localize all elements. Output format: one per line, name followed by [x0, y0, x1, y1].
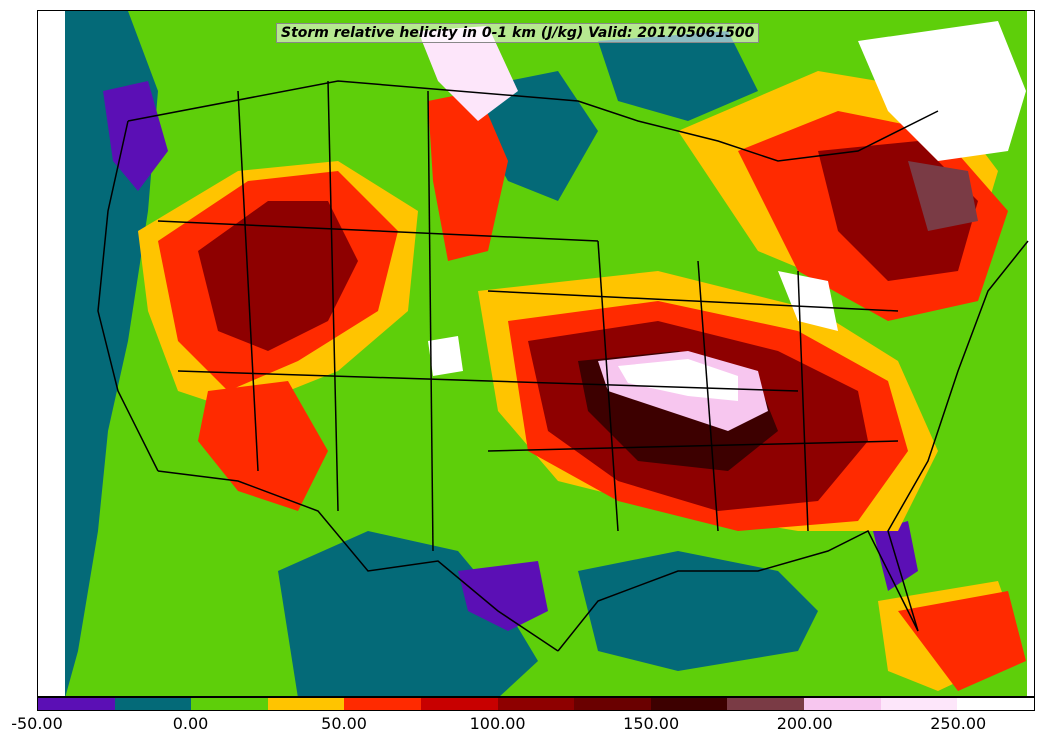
colorbar-tick-label: -50.00: [11, 714, 63, 733]
state-line-5: [177, 370, 799, 392]
colorbar-ticks: -50.00 0.00 50.00 100.00 150.00 200.00 250.00: [0, 714, 1044, 738]
region-west-darkred: [198, 201, 358, 351]
colorbar-segment: [880, 698, 958, 710]
colorbar-segment: [421, 698, 498, 710]
colorbar-tick-label: 50.00: [321, 714, 367, 733]
state-line-4: [157, 220, 599, 242]
map-panel: Storm relative helicity in 0-1 km (J/kg)…: [37, 10, 1035, 697]
region-lakes-white: [778, 271, 838, 331]
colorbar: [37, 697, 1035, 711]
region-colorado-white: [428, 336, 463, 376]
colorbar-segment: [650, 698, 728, 710]
region-canada-teal: [598, 31, 758, 121]
gulf-coast: [557, 529, 919, 652]
map-title: Storm relative helicity in 0-1 km (J/kg)…: [276, 23, 760, 43]
colorbar-segment: [957, 698, 1034, 710]
colorbar-segment: [267, 698, 345, 710]
region-northeast-white: [858, 21, 1026, 161]
region-gulf-teal: [578, 551, 818, 671]
region-dakota-red: [428, 91, 508, 261]
state-line-10: [487, 440, 899, 452]
region-purple-texas: [458, 561, 548, 631]
colorbar-segment: [191, 698, 268, 710]
region-east-maroon: [908, 161, 978, 231]
state-line-6: [487, 290, 899, 312]
colorbar-tick-label: 0.00: [172, 714, 209, 733]
colorbar-segment: [727, 698, 805, 710]
pacific-coast: [97, 120, 159, 472]
colorbar-tick-label: 200.00: [776, 714, 833, 733]
state-line-3: [427, 90, 434, 552]
colorbar-tick-label: 100.00: [469, 714, 526, 733]
us-canada-border: [127, 80, 939, 162]
colorbar-segment: [804, 698, 881, 710]
region-gulfstream-red: [898, 591, 1026, 691]
atlantic-coast: [887, 240, 1029, 632]
state-line-9: [797, 270, 809, 532]
us-mexico-border: [157, 470, 559, 652]
boundary-lines: [97, 80, 1029, 652]
colorbar-segment: [574, 698, 651, 710]
colorbar-segment: [114, 698, 192, 710]
helicity-map: [65, 11, 1029, 696]
colorbar-segment: [497, 698, 575, 710]
state-line-8: [697, 260, 719, 532]
region-canada-pink: [418, 26, 518, 121]
colorbar-segment: [38, 698, 115, 710]
colorbar-tick-label: 150.00: [623, 714, 680, 733]
state-line-1: [237, 90, 259, 472]
colorbar-segment: [344, 698, 422, 710]
region-southwest-red: [198, 381, 328, 511]
state-line-2: [327, 80, 339, 512]
state-line-7: [597, 240, 619, 532]
colorbar-tick-label: 250.00: [930, 714, 987, 733]
